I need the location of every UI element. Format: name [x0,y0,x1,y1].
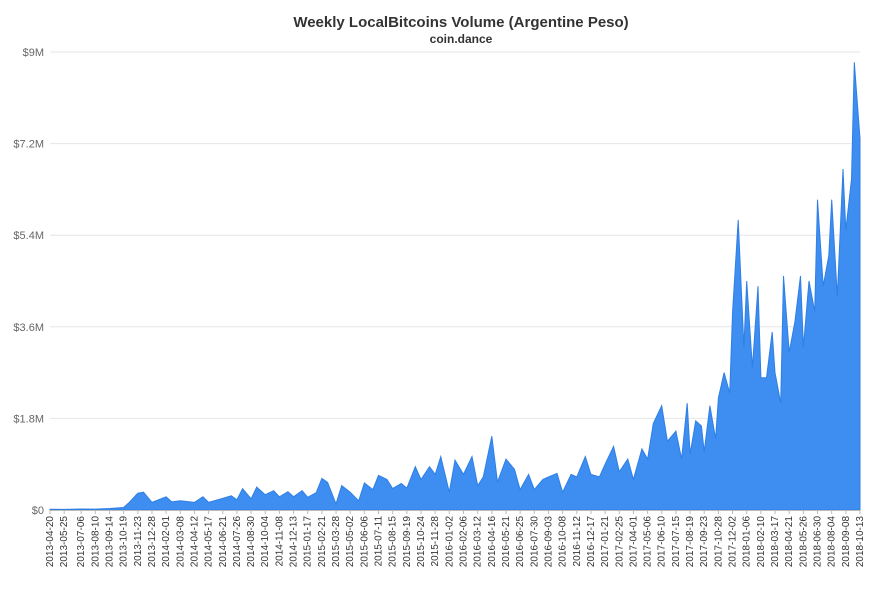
x-tick-label: 2014-03-08 [175,516,186,568]
y-tick-label: $5.4M [13,230,44,242]
x-tick-label: 2013-07-06 [76,516,87,568]
y-tick-label: $3.6M [13,322,44,334]
x-tick-label: 2014-04-12 [189,516,200,568]
x-tick-label: 2015-06-06 [359,516,370,568]
y-tick-label: $9M [23,47,44,59]
x-tick-label: 2015-09-19 [402,516,413,568]
x-tick-label: 2017-12-02 [728,516,739,568]
x-tick-label: 2015-07-11 [374,516,385,567]
x-tick-label: 2017-01-21 [600,516,611,568]
x-tick-label: 2017-06-10 [657,516,668,568]
x-tick-label: 2015-10-24 [416,516,427,568]
series-area-path [49,62,861,511]
x-tick-label: 2015-05-02 [345,516,356,568]
x-tick-label: 2013-08-10 [90,516,101,568]
x-tick-label: 2015-01-17 [303,516,314,568]
x-tick-label: 2016-04-16 [487,516,498,568]
x-tick-label: 2017-04-01 [628,516,639,568]
x-tick-label: 2017-02-25 [614,516,625,568]
x-tick-label: 2014-06-21 [218,516,229,568]
x-tick-label: 2016-10-08 [558,516,569,568]
x-tick-label: 2017-05-06 [643,516,654,568]
x-tick-label: 2016-09-03 [544,516,555,568]
x-tick-label: 2014-10-04 [260,516,271,568]
y-tick-label: $0 [32,505,44,517]
axes [49,510,861,514]
y-axis-tick-labels: $0 $1.8M $3.6M $5.4M $7.2M $9M [13,47,44,517]
x-tick-label: 2013-05-25 [59,516,70,568]
y-tick-label: $1.8M [13,413,44,425]
x-tick-label: 2015-11-28 [430,516,441,567]
x-tick-label: 2017-10-28 [713,516,724,568]
x-tick-label: 2014-08-30 [246,516,257,568]
x-tick-label: 2016-11-12 [572,516,583,567]
x-tick-label: 2014-05-17 [204,516,215,568]
x-tick-label: 2013-12-28 [147,516,158,568]
chart-title: Weekly LocalBitcoins Volume (Argentine P… [293,14,628,31]
x-tick-label: 2014-11-08 [274,516,285,567]
x-tick-label: 2016-05-21 [501,516,512,568]
x-tick-label: 2016-01-02 [444,516,455,568]
x-tick-label: 2014-07-26 [232,516,243,568]
x-tick-label: 2013-09-14 [105,516,116,568]
x-tick-label: 2015-02-21 [317,516,328,568]
x-tick-label: 2013-10-19 [119,516,130,568]
x-tick-label: 2018-10-13 [855,516,866,568]
x-tick-label: 2013-04-20 [45,516,56,568]
x-tick-label: 2018-09-08 [841,516,852,568]
x-tick-label: 2018-08-04 [827,516,838,568]
x-axis-tick-labels: 2013-04-20 2013-05-25 2013-07-06 2013-08-10… [45,516,866,568]
x-tick-label: 2016-07-30 [529,516,540,568]
x-tick-label: 2018-01-06 [742,516,753,568]
x-tick-label: 2017-07-15 [671,516,682,568]
x-tick-label: 2016-03-12 [473,516,484,568]
y-tick-label: $7.2M [13,139,44,151]
x-tick-label: 2013-11-23 [133,516,144,567]
x-tick-label: 2018-06-30 [813,516,824,568]
x-tick-label: 2017-08-19 [685,516,696,568]
x-tick-label: 2016-06-25 [515,516,526,568]
series-area [49,62,861,511]
x-tick-label: 2018-02-10 [756,516,767,568]
x-tick-label: 2015-03-28 [331,516,342,568]
x-tick-label: 2018-05-26 [798,516,809,568]
x-tick-label: 2017-09-23 [699,516,710,568]
x-tick-label: 2014-02-01 [161,516,172,568]
x-tick-label: 2015-08-15 [388,516,399,568]
x-tick-label: 2018-03-17 [770,516,781,568]
chart-subtitle: coin.dance [430,32,493,46]
x-tick-label: 2016-12-17 [586,516,597,568]
x-tick-label: 2014-12-13 [289,516,300,568]
x-tick-label: 2018-04-21 [784,516,795,568]
x-tick-label: 2016-02-06 [459,516,470,568]
